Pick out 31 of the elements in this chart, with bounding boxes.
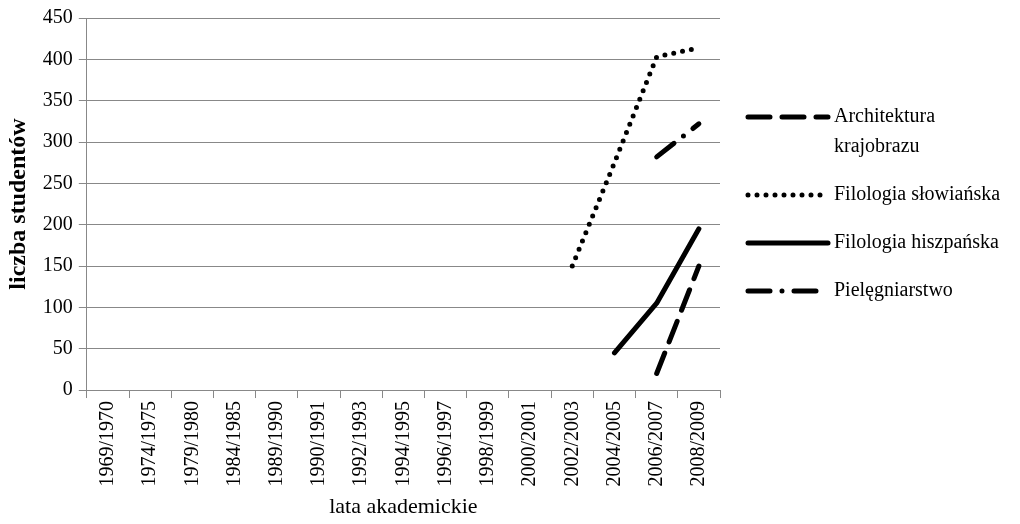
y-tick-label: 0 [62,377,73,400]
x-tick-label: 2002/2003 [559,401,582,487]
y-tick-label: 450 [42,5,73,28]
x-tick-label: 1992/1993 [348,401,371,487]
x-axis-title: lata akademickie [329,492,478,518]
y-tick-label: 250 [42,170,73,193]
x-tick-label: 1969/1970 [95,401,118,487]
y-tick-label: 200 [42,211,73,234]
legend-label: Filologia słowiańska [834,182,1001,206]
y-tick-label: 350 [42,87,73,110]
x-tick-label: 2000/2001 [517,401,540,487]
legend-label: Architektura krajobrazu [834,104,936,158]
x-tick-label: 1996/1997 [432,401,455,487]
y-tick-label: 100 [42,294,73,317]
x-tick-label: 1974/1975 [137,401,160,487]
y-axis-title: liczba studentów [3,117,30,290]
x-tick-label: 1989/1990 [264,401,287,487]
x-tick-label: 1979/1980 [179,401,202,487]
y-tick-label: 300 [42,129,73,152]
x-tick-label: 1984/1985 [221,401,244,487]
x-tick-label: 2006/2007 [643,401,666,487]
y-tick-label: 400 [42,46,73,69]
x-tick-label: 2004/2005 [601,401,624,487]
x-tick-label: 1994/1995 [390,401,413,487]
y-tick-label: 50 [52,335,73,358]
x-tick-label: 1990/1991 [306,401,329,487]
x-tick-label: 2008/2009 [686,401,709,487]
legend-label: Pielęgniarstwo [834,278,953,302]
x-tick-label: 1998/1999 [475,401,498,487]
legend-label: Filologia hiszpańska [834,230,1000,254]
y-tick-label: 150 [42,253,73,276]
